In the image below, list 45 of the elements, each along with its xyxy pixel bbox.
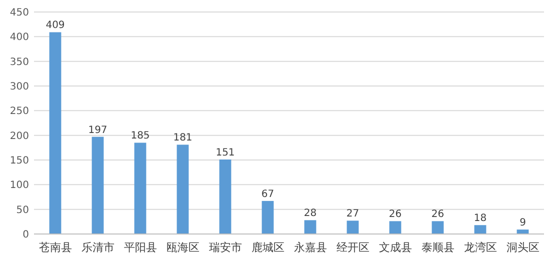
- x-tick-label: 龙湾区: [464, 241, 497, 254]
- y-tick-label: 350: [10, 56, 29, 68]
- x-tick-label: 泰顺县: [421, 241, 454, 254]
- data-label: 26: [431, 209, 444, 220]
- y-tick-label: 300: [10, 82, 29, 92]
- x-tick-label: 经开区: [336, 241, 370, 254]
- bar: [49, 32, 62, 234]
- data-label: 151: [216, 148, 235, 159]
- data-label: 197: [88, 124, 108, 136]
- data-label: 26: [388, 209, 402, 220]
- bar: [304, 220, 316, 234]
- data-label: 185: [130, 130, 150, 142]
- x-tick-label: 平阳县: [124, 241, 157, 254]
- y-tick-label: 450: [10, 8, 29, 18]
- x-tick-label: 洞头区: [506, 241, 540, 254]
- x-tick-label: 永嘉县: [294, 241, 327, 254]
- bar: [134, 142, 146, 234]
- x-tick-label: 瑞安市: [208, 241, 242, 254]
- y-tick-label: 250: [10, 106, 29, 118]
- data-label: 67: [261, 188, 274, 200]
- data-label: 409: [46, 20, 65, 32]
- x-tick-label: 乐清市: [81, 241, 114, 254]
- y-tick-label: 150: [10, 156, 29, 166]
- data-label: 181: [173, 132, 192, 144]
- y-tick-label: 100: [10, 180, 29, 192]
- x-tick-label: 苍南县: [38, 241, 72, 254]
- y-tick-label: 50: [16, 204, 29, 216]
- data-label: 27: [346, 208, 360, 220]
- data-label: 18: [474, 213, 487, 224]
- bar: [92, 136, 104, 234]
- x-tick-label: 文成县: [378, 241, 412, 254]
- x-tick-label: 鹿城区: [251, 241, 284, 254]
- bar: [389, 221, 402, 234]
- y-tick-label: 200: [10, 130, 29, 142]
- y-tick-label: 400: [10, 32, 29, 44]
- bar: [262, 200, 274, 234]
- bar: [474, 225, 486, 234]
- bar: [432, 221, 444, 234]
- bar: [346, 220, 359, 234]
- data-label: 28: [304, 208, 317, 220]
- y-tick-label: 0: [22, 230, 29, 240]
- bar: [176, 144, 189, 234]
- data-label: 9: [520, 218, 526, 229]
- bar: [219, 160, 232, 234]
- x-tick-label: 瓯海区: [166, 241, 200, 254]
